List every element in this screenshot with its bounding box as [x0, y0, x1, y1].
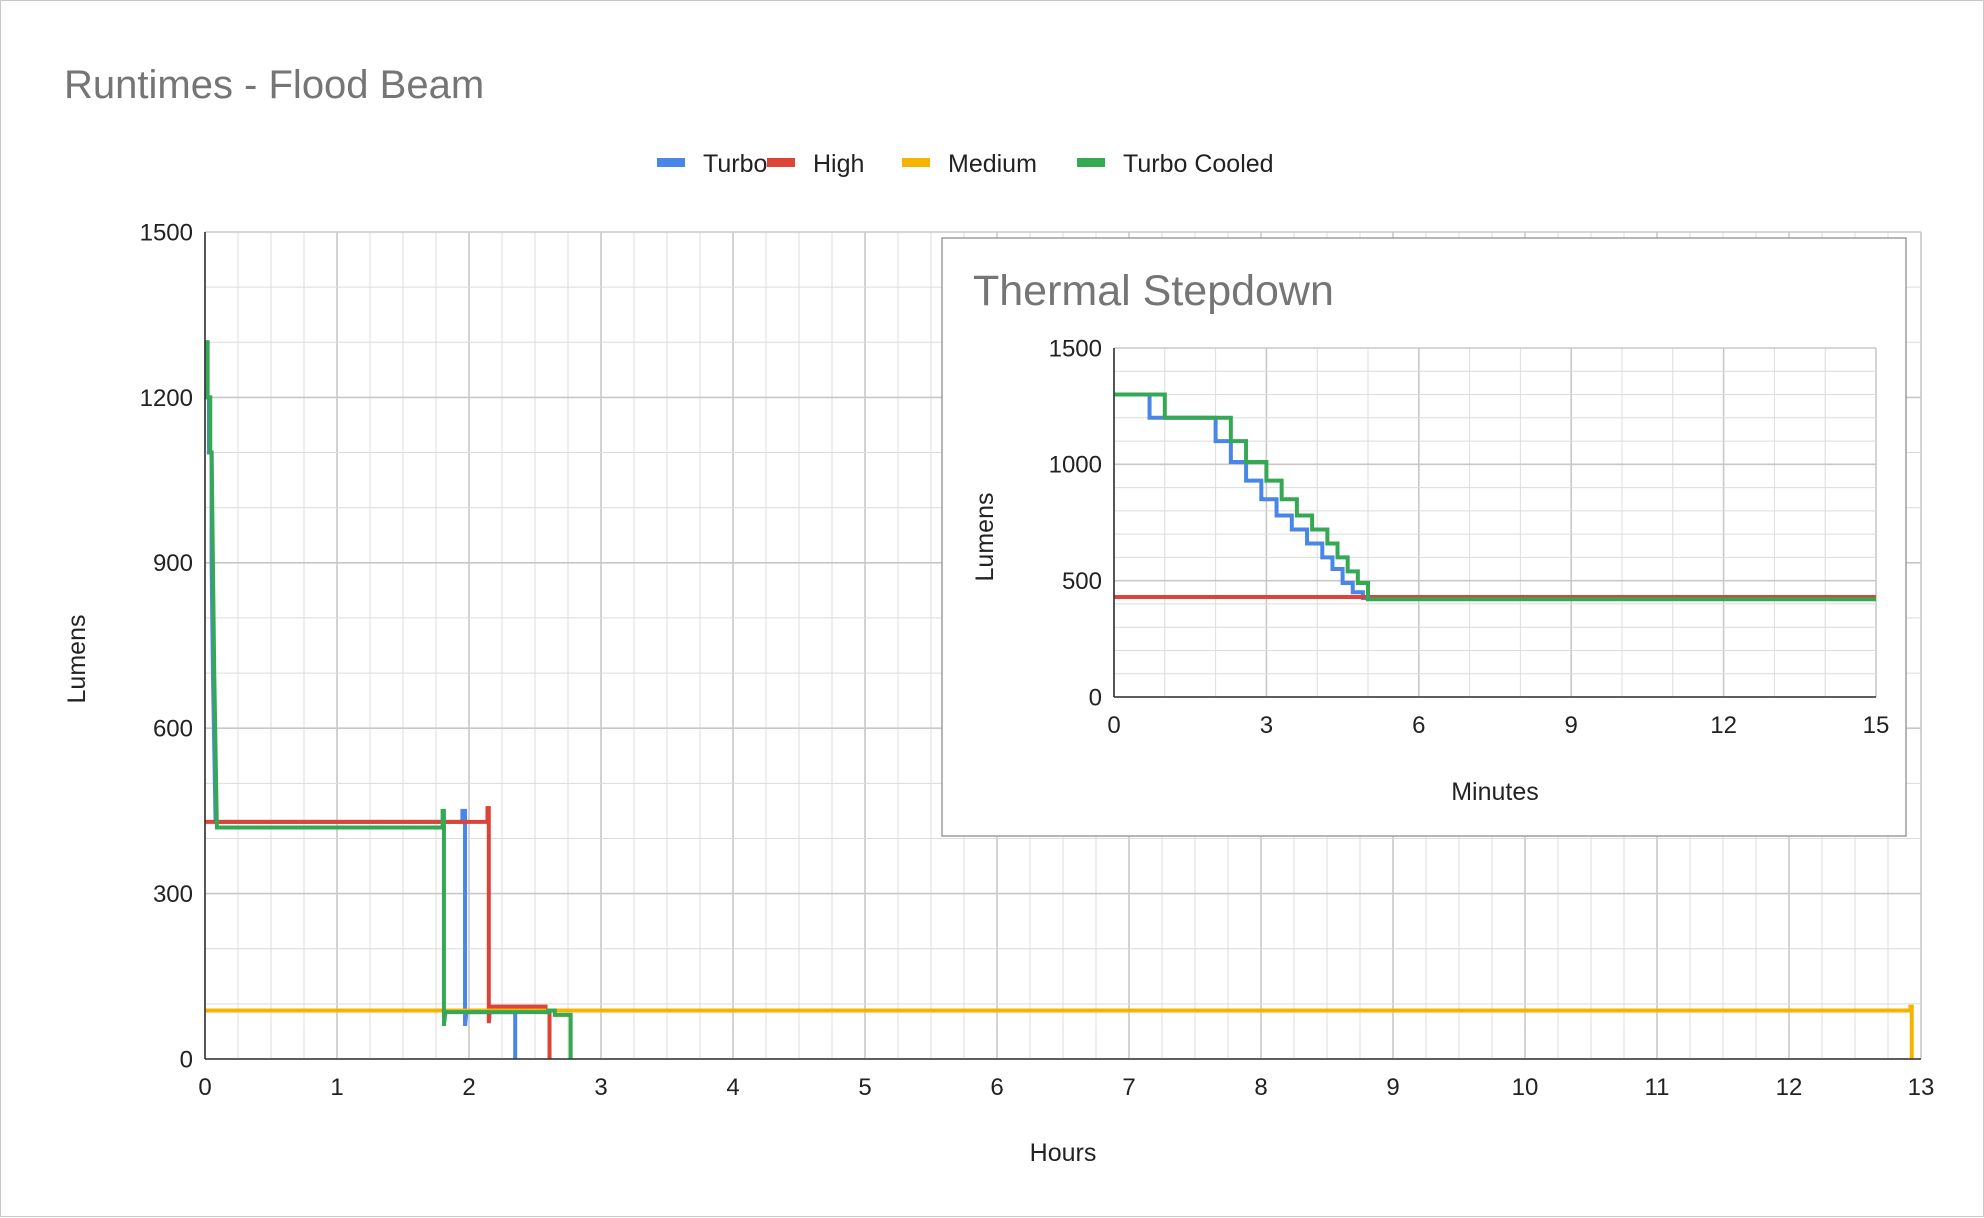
- legend-swatch-high: [767, 158, 795, 167]
- chart-title: Runtimes - Flood Beam: [64, 63, 484, 107]
- legend: Turbo High Medium Turbo Cooled: [657, 150, 1274, 178]
- x-tick-label: 0: [1107, 712, 1120, 739]
- x-tick-label: 4: [726, 1074, 739, 1101]
- series-line-medium: [205, 1004, 1914, 1059]
- x-tick-label: 6: [990, 1074, 1003, 1101]
- y-tick-label: 1500: [1049, 335, 1102, 362]
- y-tick-label: 600: [153, 716, 193, 743]
- inset-y-axis-title: Lumens: [971, 493, 999, 582]
- inset-panel: [941, 237, 1907, 837]
- y-tick-label: 0: [1089, 684, 1102, 711]
- inset-x-ticks: 0 3 6 9 12 15: [1107, 712, 1889, 739]
- x-tick-label: 9: [1565, 712, 1578, 739]
- x-tick-label: 15: [1863, 712, 1890, 739]
- y-tick-label: 1000: [1049, 452, 1102, 479]
- legend-label: Turbo: [703, 150, 767, 178]
- inset-x-axis-title: Minutes: [1451, 778, 1539, 806]
- main-x-ticks: 0 1 2 3 4 5 6 7 8 9 10 11 12 13: [198, 1074, 1934, 1101]
- legend-swatch-medium: [902, 158, 930, 167]
- main-axes: [204, 232, 1921, 1060]
- x-tick-label: 2: [462, 1074, 475, 1101]
- inset-series: [1114, 392, 1876, 602]
- x-tick-label: 9: [1386, 1074, 1399, 1101]
- inset-axes: [1113, 348, 1876, 698]
- legend-swatch-turbo: [657, 158, 685, 167]
- y-axis-title: Lumens: [63, 615, 91, 704]
- y-tick-label: 500: [1062, 568, 1102, 595]
- legend-label: Medium: [948, 150, 1037, 178]
- y-tick-label: 0: [180, 1046, 193, 1073]
- x-tick-label: 5: [858, 1074, 871, 1101]
- y-tick-label: 300: [153, 881, 193, 908]
- x-tick-label: 10: [1512, 1074, 1539, 1101]
- x-tick-label: 7: [1122, 1074, 1135, 1101]
- main-y-ticks: 0 300 600 900 1200 1500: [140, 219, 193, 1073]
- inset-chart: Thermal Stepdown 0 500 1000 1500 0 3 6 9 12 15 M…: [941, 237, 1907, 837]
- x-tick-label: 8: [1254, 1074, 1267, 1101]
- x-axis-title: Hours: [1030, 1139, 1097, 1167]
- legend-label: Turbo Cooled: [1123, 150, 1274, 178]
- y-tick-label: 1500: [140, 219, 193, 246]
- y-tick-label: 1200: [140, 385, 193, 412]
- legend-label: High: [813, 150, 864, 178]
- x-tick-label: 13: [1908, 1074, 1935, 1101]
- x-tick-label: 12: [1710, 712, 1737, 739]
- series-line-turbo: [1114, 392, 1876, 601]
- inset-y-ticks: 0 500 1000 1500: [1049, 335, 1102, 711]
- legend-swatch-turbo-cooled: [1077, 158, 1105, 167]
- series-line-turbo-cooled: [1114, 392, 1876, 602]
- y-tick-label: 900: [153, 550, 193, 577]
- x-tick-label: 11: [1645, 1074, 1670, 1101]
- series-line-turbo-cooled: [205, 340, 573, 1059]
- x-tick-label: 12: [1776, 1074, 1803, 1101]
- x-tick-label: 3: [594, 1074, 607, 1101]
- x-tick-label: 3: [1260, 712, 1273, 739]
- inset-title: Thermal Stepdown: [973, 267, 1334, 315]
- x-tick-label: 0: [198, 1074, 211, 1101]
- main-series: [204, 340, 1914, 1059]
- x-tick-label: 1: [330, 1074, 343, 1101]
- series-line-high: [205, 806, 552, 1059]
- x-tick-label: 6: [1412, 712, 1425, 739]
